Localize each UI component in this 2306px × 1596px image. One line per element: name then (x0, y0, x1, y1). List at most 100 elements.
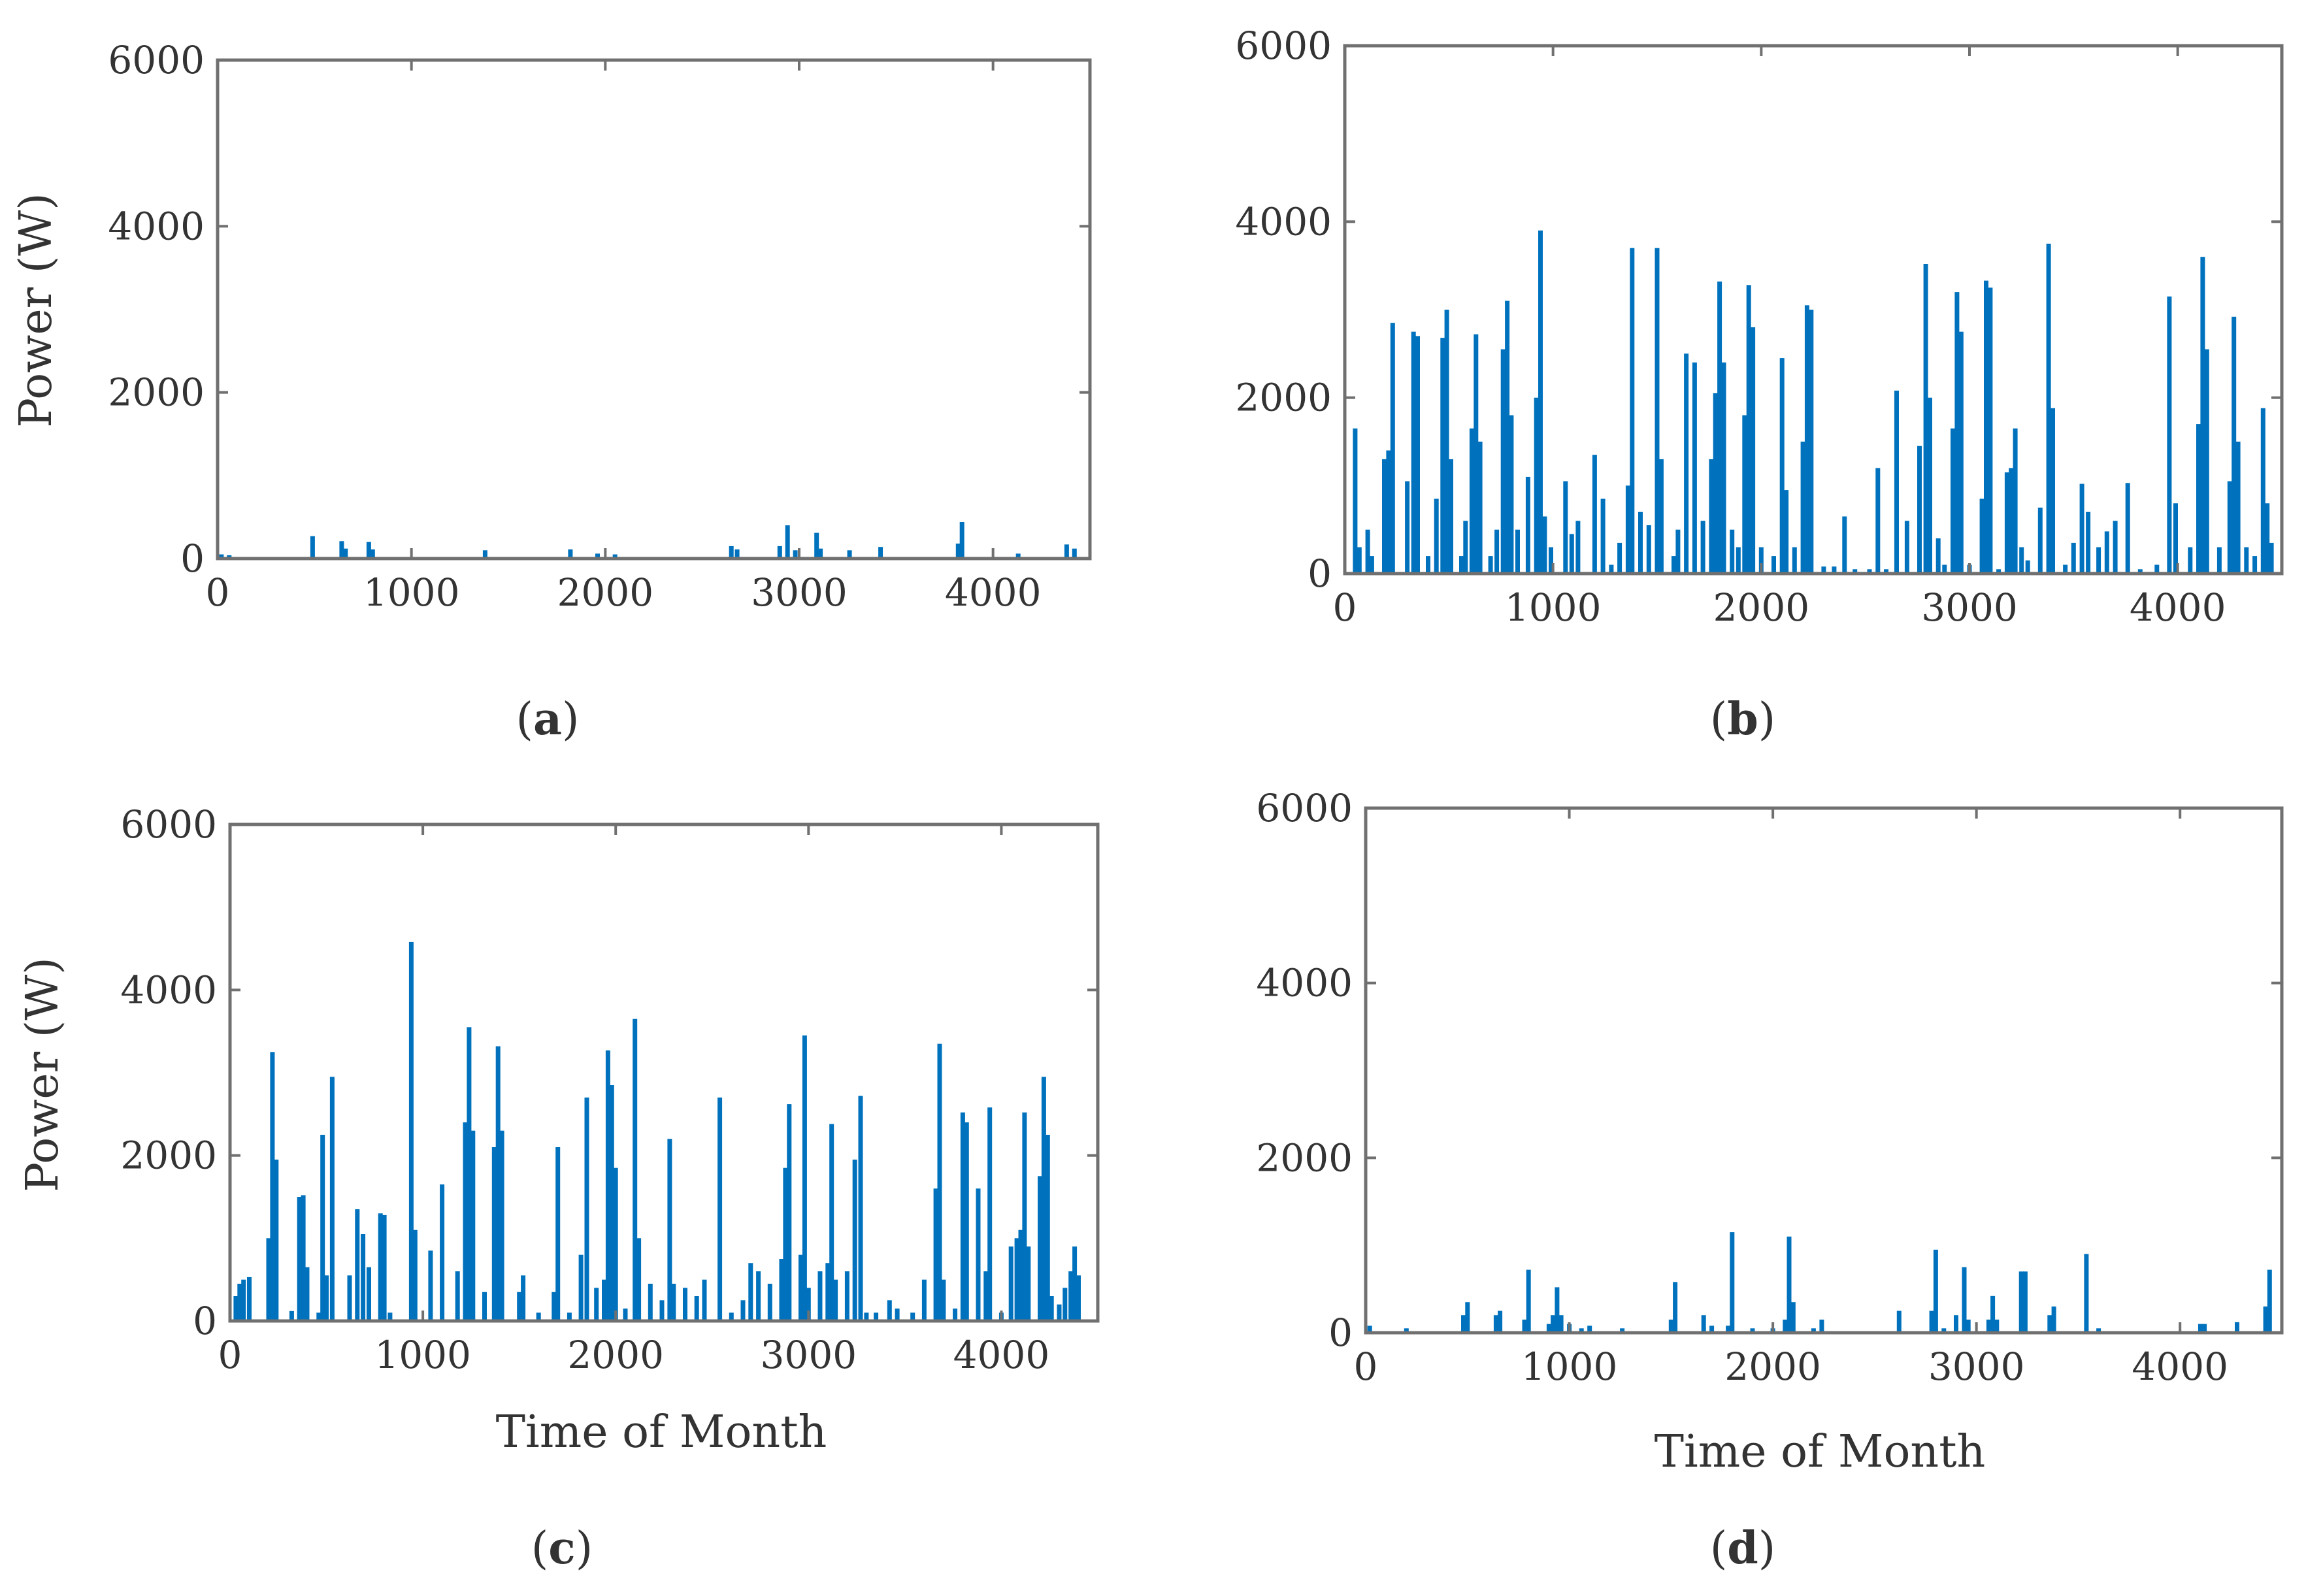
bar-c-11 (316, 1312, 321, 1321)
ytick-label-c-1: 2000 (120, 1133, 217, 1178)
bar-c-31 (491, 1147, 497, 1321)
bar-b-60 (1779, 358, 1785, 574)
xtick-label-c-1: 1000 (374, 1333, 471, 1377)
bar-c-93 (1014, 1238, 1019, 1321)
ytick-label-b-0: 0 (1308, 551, 1332, 596)
bar-c-65 (787, 1104, 792, 1321)
bar-a-3 (339, 541, 344, 559)
xtick-label-b-4: 4000 (2130, 585, 2226, 630)
bar-c-9 (301, 1195, 306, 1321)
bar-c-5 (270, 1052, 275, 1321)
bar-d-41 (2047, 1315, 2052, 1333)
bar-b-98 (2079, 483, 2084, 574)
bar-a-13 (777, 546, 782, 559)
bar-c-8 (297, 1197, 302, 1321)
bar-c-98 (1041, 1077, 1046, 1321)
bars-b (1353, 230, 2274, 574)
ytick-label-a-2: 4000 (108, 204, 205, 248)
ylabel-c: Power (W) (17, 957, 69, 1192)
bar-c-70 (825, 1263, 831, 1321)
bar-c-36 (536, 1312, 541, 1321)
bar-b-16 (1463, 521, 1468, 574)
bar-c-81 (921, 1279, 927, 1321)
bar-d-47 (2235, 1322, 2239, 1333)
ytick-label-a-1: 2000 (108, 370, 205, 415)
axes-box-a (216, 58, 1092, 561)
bar-c-35 (521, 1275, 526, 1321)
bar-c-66 (799, 1254, 803, 1321)
ylabel-a: Power (W) (10, 193, 62, 427)
bar-b-116 (2244, 547, 2249, 574)
bar-a-1 (227, 555, 232, 559)
bar-c-96 (1026, 1246, 1031, 1321)
bar-c-10 (305, 1267, 310, 1321)
bar-b-50 (1713, 393, 1718, 574)
bar-a-12 (734, 549, 740, 559)
bar-c-105 (1076, 1275, 1081, 1321)
bar-c-49 (636, 1238, 642, 1321)
bar-b-92 (2025, 560, 2030, 574)
bar-c-79 (895, 1309, 900, 1321)
bar-c-104 (1072, 1246, 1078, 1321)
bar-b-54 (1736, 547, 1741, 574)
panel-a: Power (W) (a) 0 1000 2000 3000 4000 0 2000 4000… (10, 38, 1092, 745)
xtick-label-b-3: 3000 (1921, 585, 2018, 630)
ytick-label-d-2: 4000 (1256, 961, 1353, 1005)
bar-d-16 (1668, 1319, 1673, 1333)
ytick-label-d-1: 2000 (1256, 1135, 1353, 1180)
bar-b-35 (1600, 498, 1606, 574)
bar-b-44 (1672, 556, 1676, 574)
bar-b-28 (1538, 230, 1543, 574)
bars-d (1367, 1232, 2272, 1333)
bar-c-47 (623, 1309, 628, 1321)
bar-c-44 (605, 1050, 610, 1321)
xtick-label-b-2: 2000 (1713, 585, 1810, 630)
bar-b-21 (1494, 529, 1500, 574)
bar-c-77 (874, 1312, 879, 1321)
bar-b-111 (2204, 349, 2209, 574)
bar-c-55 (694, 1296, 699, 1321)
bar-c-7 (289, 1311, 294, 1321)
bar-c-39 (567, 1312, 572, 1321)
bar-b-42 (1655, 248, 1660, 574)
bar-b-57 (1751, 327, 1756, 574)
bar-c-20 (382, 1214, 387, 1321)
bar-b-48 (1700, 521, 1705, 574)
bar-b-118 (2260, 408, 2265, 574)
bars-a (219, 522, 1077, 559)
bar-c-57 (717, 1098, 723, 1321)
bar-b-63 (1800, 442, 1805, 574)
bar-c-19 (378, 1213, 383, 1321)
bar-d-45 (2198, 1324, 2203, 1333)
bar-c-46 (613, 1167, 618, 1321)
bar-a-11 (729, 546, 734, 559)
axes-box-d (1364, 806, 2284, 1335)
bar-b-53 (1730, 529, 1735, 574)
bar-d-17 (1673, 1282, 1678, 1333)
bar-c-97 (1038, 1176, 1042, 1321)
bar-b-23 (1505, 301, 1510, 574)
xtick-label-b-0: 0 (1333, 585, 1357, 630)
bar-b-88 (2004, 472, 2009, 574)
bar-a-21 (959, 522, 964, 559)
bar-b-95 (2051, 408, 2055, 574)
bar-a-18 (847, 550, 852, 559)
bar-c-4 (266, 1238, 271, 1321)
bar-b-80 (1951, 428, 1955, 574)
bar-b-79 (1942, 564, 1947, 574)
bar-b-114 (2232, 316, 2237, 574)
bar-d-43 (2084, 1254, 2089, 1333)
bar-b-38 (1625, 485, 1630, 574)
bar-b-32 (1569, 534, 1574, 574)
bar-b-76 (1923, 264, 1928, 574)
bar-d-36 (1986, 1319, 1991, 1333)
bar-c-40 (578, 1254, 584, 1321)
bar-b-81 (1954, 292, 1960, 574)
bar-c-100 (1049, 1296, 1054, 1321)
bars-c (233, 941, 1081, 1321)
bar-d-26 (1790, 1302, 1796, 1333)
bar-c-53 (671, 1284, 676, 1321)
bar-c-88 (976, 1188, 981, 1321)
bar-b-68 (1842, 516, 1847, 574)
bar-b-7 (1405, 481, 1410, 574)
